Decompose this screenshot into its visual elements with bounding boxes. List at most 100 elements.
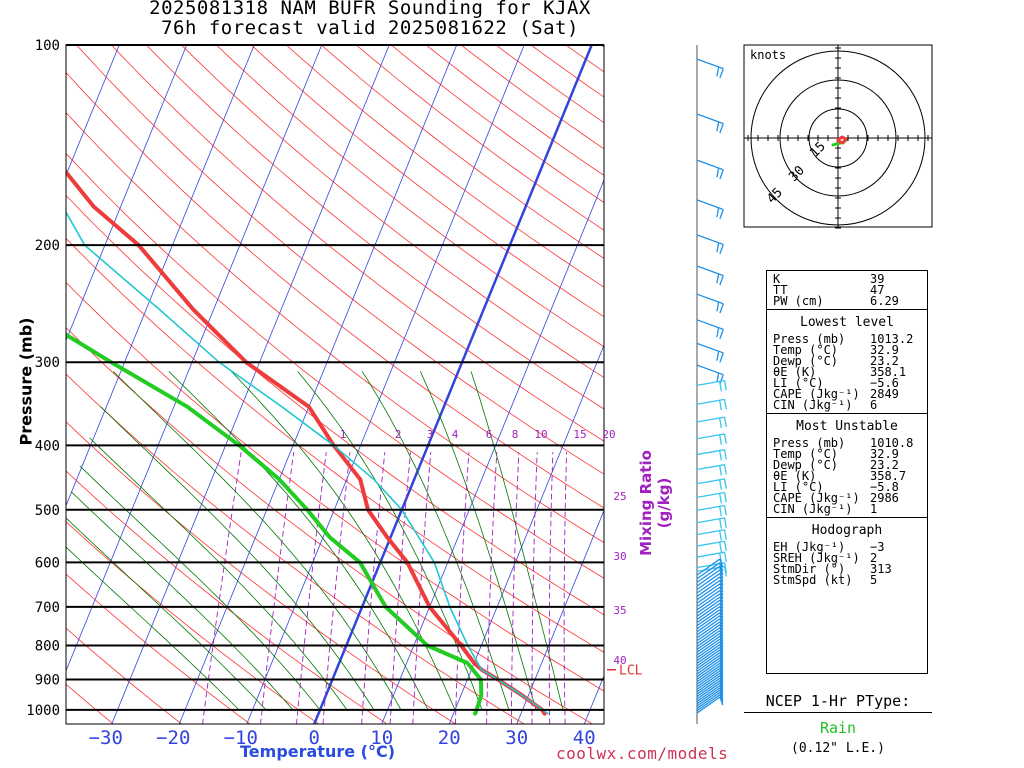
mixing-ratio-tick-label: 25 [613,490,626,503]
wind-barb-flag [719,450,723,461]
wind-barb-flag [719,209,724,220]
wind-barb [696,615,721,633]
hodograph-trace-high [836,135,848,145]
hodograph-value: 2 [870,551,878,565]
most-unstable-label: LI (°C) [773,480,824,494]
moist-adiabat [470,371,564,711]
moist-adiabat [79,465,321,711]
wind-barb-flag [719,672,724,682]
lowest-level-row: Press (mb) 1013.2 [773,333,927,345]
wind-barb-flag [716,273,720,284]
wind-barb-flag [719,685,724,694]
tt-index-value: 47 [870,283,885,297]
wind-barb [696,159,724,171]
wind-barb-flag [719,652,724,662]
wind-barb [696,540,725,547]
dry-adiabat [66,327,593,724]
mixing-ratio-tick-label: 40 [613,654,626,667]
y-axis-label: Pressure (mb) [16,317,36,446]
wind-barb [696,565,721,583]
temperature-tick-label: −20 [156,727,190,749]
wind-barb-flag [719,667,724,677]
dry-adiabat [390,45,604,204]
wind-barb-flag [723,566,727,577]
wind-barb-flag [719,680,724,689]
wind-barb-flag [719,573,724,582]
credit-link[interactable]: coolwx.com/models [556,744,729,763]
moist-adiabat [231,371,456,711]
wind-barb-flag [719,696,724,706]
wind-barb-flag [723,399,727,410]
temperature-tick-label: −10 [224,727,258,749]
wind-barb-flag [719,624,724,634]
most-unstable-row: θE (K) 358.7 [773,469,927,483]
wind-barb-flag [719,400,723,411]
isotherm [448,344,604,724]
dry-adiabat [66,470,388,724]
most-unstable-row: Temp (°C) 32.9 [773,448,927,460]
dry-adiabat [76,45,604,475]
wind-barb [696,517,725,524]
wind-barb [696,624,721,642]
lcl-label: LCL [619,664,643,679]
wind-barb-flag [723,517,727,528]
ptype-header: NCEP 1-Hr PType: [744,692,932,713]
wind-barb-flag [719,479,723,490]
dry-adiabat [66,521,320,724]
dry-adiabat [215,45,604,348]
wind-barb-flag [719,657,724,667]
wind-barb-flag [719,576,724,586]
hodograph-value: −3 [870,540,885,554]
mixing-ratio-tick-label: 35 [613,604,626,617]
isotherm [178,45,458,724]
dry-adiabat [250,45,604,318]
mixing-ratio-line [412,451,432,724]
mixing-ratio-tick-label: 4 [452,428,459,441]
wind-barb-flag [719,593,724,603]
lowest-level-row: CIN (Jkg⁻¹) 6 [773,399,927,411]
pressure-tick-label: 900 [35,672,60,688]
wind-barb-flag [716,242,720,253]
dry-adiabat [111,45,604,442]
indices-panel: K 39 TT 47 PW (cm) 6.29 Lowest level Press … [766,270,928,674]
wind-barb [696,609,721,627]
dry-adiabat [66,71,604,509]
dry-adiabat [460,45,604,150]
wind-barb-flag [719,606,724,615]
ptype-panel: NCEP 1-Hr PType: Rain (0.12" L.E.) [744,692,932,756]
hodograph-row: EH (Jkg⁻¹) −3 [773,540,927,554]
mixing-ratio-line [531,451,538,724]
wind-barb [696,687,721,705]
dry-adiabat [180,45,604,379]
wind-barb-flag [719,641,724,651]
wind-barb-flag [719,665,724,675]
mixing-ratio-tick-label: 20 [602,428,615,441]
mixing-ratio-line [260,451,295,724]
moist-adiabat [66,546,240,711]
isotherm [313,45,593,724]
isotherm [66,45,188,342]
wind-barb-flag [719,660,724,669]
x-axis-label: Temperature (°C) [240,742,396,761]
dry-adiabat [145,45,604,410]
mixing-ratio-line [563,451,568,724]
wind-barb [696,641,721,659]
ptype-liquid-equivalent: (0.12" L.E.) [791,741,885,756]
chart-subtitle: 76h forecast valid 2025081622 (Sat) [161,17,579,39]
wind-barb [696,558,721,576]
wind-barb [696,667,721,685]
most-unstable-value: 358.7 [870,469,907,483]
wind-barb-flag [716,167,720,178]
wind-barb [696,677,721,695]
moist-adiabat [66,517,267,711]
lowest-level-row: θE (K) 358.1 [773,366,927,378]
mixing-ratio-tick-label: 1 [340,428,347,441]
wind-barb [696,58,724,70]
moist-adiabat [100,406,375,711]
most-unstable-row: LI (°C) −5.8 [773,480,927,494]
wind-barb [696,670,721,688]
wind-barb-flag [719,580,724,589]
wind-barb-flag [719,618,724,628]
lowest-level-row: Dewp (°C) 23.2 [773,355,927,367]
